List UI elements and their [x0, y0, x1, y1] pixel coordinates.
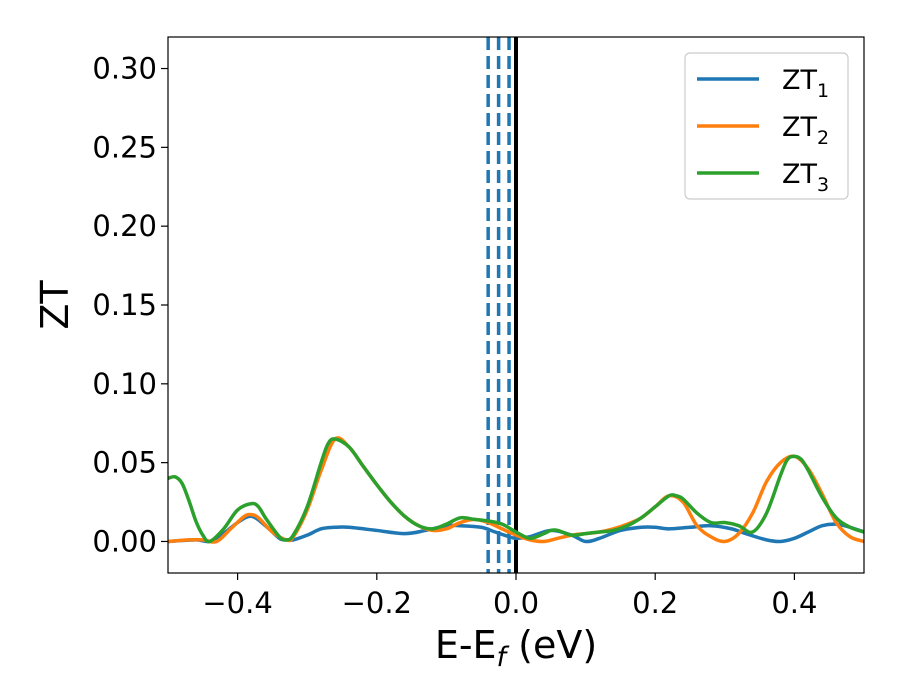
legend-label-2: ZT2	[782, 112, 829, 149]
vertical-lines	[486, 37, 518, 573]
legend: ZT1 ZT2 ZT3	[684, 52, 849, 200]
y-tick-label-0: 0.00	[92, 524, 157, 558]
series-layer	[168, 436, 864, 544]
y-axis: 0.00 0.05 0.10 0.15 0.20 0.25 0.30	[92, 52, 168, 558]
y-tick-label-1: 0.05	[92, 446, 157, 480]
y-tick-label-3: 0.15	[92, 288, 157, 322]
x-axis: −0.4 −0.2 0.0 0.2 0.4	[202, 573, 817, 620]
y-tick-label-4: 0.20	[92, 209, 157, 243]
x-tick-label-0: −0.4	[202, 586, 272, 620]
series-line-3	[168, 437, 864, 544]
y-tick-label-6: 0.30	[92, 52, 157, 86]
legend-label-1: ZT1	[782, 65, 829, 102]
y-tick-label-2: 0.10	[92, 367, 157, 401]
legend-label-3: ZT3	[782, 159, 829, 196]
legend-box	[684, 52, 849, 200]
x-axis-label: E-Ef (eV)	[435, 623, 597, 673]
x-tick-label-3: 0.2	[632, 586, 678, 620]
x-tick-label-4: 0.4	[771, 586, 817, 620]
x-tick-label-1: −0.2	[342, 586, 412, 620]
y-axis-label: ZT	[33, 280, 77, 330]
y-tick-label-5: 0.25	[92, 130, 157, 164]
x-tick-label-2: 0.0	[493, 586, 539, 620]
